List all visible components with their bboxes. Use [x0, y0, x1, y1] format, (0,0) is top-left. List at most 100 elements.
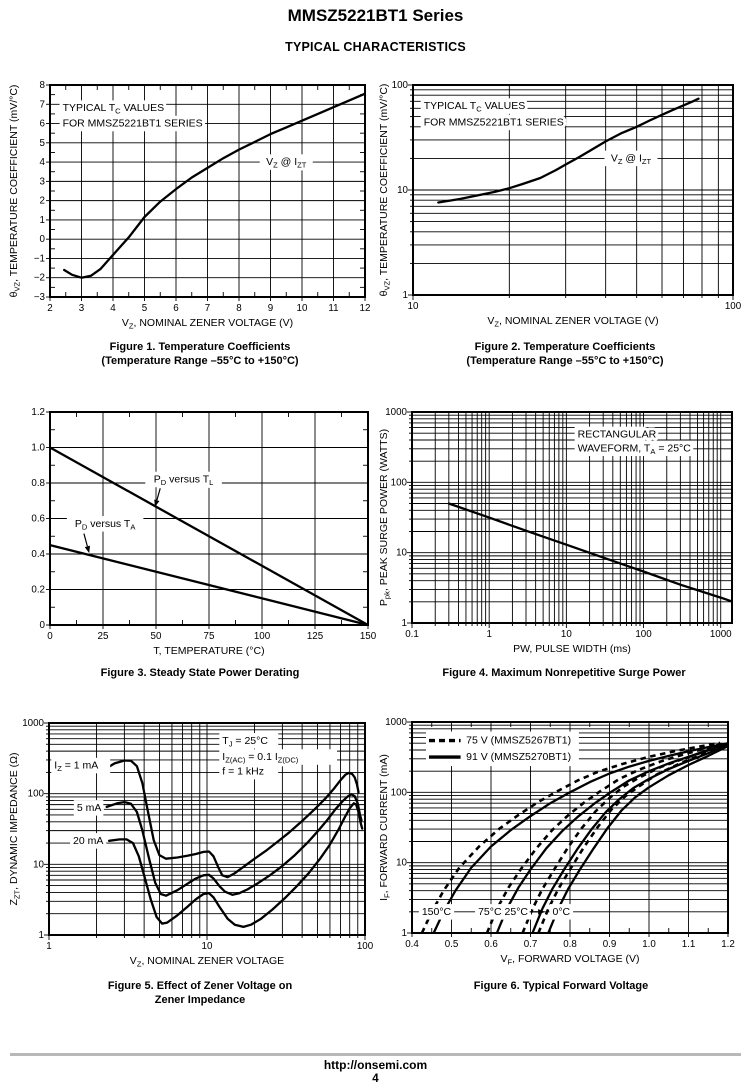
figure-1-chart: 2 3 4 5 6 7 8 9 10 11 12 −3 −2 −1 0 1 2 3 4 5 6 7 8 VZ, NOMINAL… [8, 74, 386, 336]
svg-text:0.9: 0.9 [603, 939, 617, 950]
svg-text:1000: 1000 [385, 407, 407, 418]
svg-text:20 mA: 20 mA [73, 835, 103, 847]
svg-text:100: 100 [28, 788, 45, 799]
figure-2-chart: 10 100 1 10 100 VZ, NOMINAL ZENER VOLTAGE (V)… [378, 74, 751, 336]
svg-text:7: 7 [40, 99, 45, 110]
svg-text:10: 10 [396, 857, 407, 868]
svg-text:7: 7 [205, 303, 210, 314]
svg-text:25: 25 [98, 631, 109, 642]
svg-text:IZ(AC) = 0.1 IZ(DC): IZ(AC) = 0.1 IZ(DC) [222, 751, 298, 764]
svg-text:0.6: 0.6 [31, 513, 45, 524]
svg-text:10: 10 [33, 859, 44, 870]
svg-text:IZ = 1 mA: IZ = 1 mA [54, 760, 98, 773]
figure-6-caption-line1: Figure 6. Typical Forward Voltage [473, 980, 649, 992]
svg-text:75: 75 [204, 631, 215, 642]
svg-text:VZ @ IZT: VZ @ IZT [266, 156, 307, 169]
svg-text:3: 3 [79, 303, 85, 314]
svg-text:100: 100 [254, 631, 271, 642]
footer-url: http://onsemi.com [323, 1058, 428, 1072]
figure-4-caption-line1: Figure 4. Maximum Nonrepetitive Surge Po… [442, 667, 686, 679]
svg-text:VZ, NOMINAL ZENER VOLTAGE (V): VZ, NOMINAL ZENER VOLTAGE (V) [487, 315, 658, 329]
svg-text:1000: 1000 [710, 629, 732, 640]
fig3-plot: 0 25 50 75 100 125 150 0 0.2 0.4 0.6 0.8 1.0 1.2 T, TE… [31, 407, 377, 658]
svg-text:PD versus TA: PD versus TA [75, 518, 136, 531]
svg-text:1000: 1000 [385, 717, 407, 728]
figure-5-caption-line2: Zener Impedance [154, 994, 246, 1006]
svg-text:−1: −1 [34, 253, 45, 264]
svg-text:1: 1 [39, 930, 44, 941]
svg-text:θVZ, TEMPERATURE COEFFICIENT (: θVZ, TEMPERATURE COEFFICIENT (mV/°C) [378, 84, 392, 297]
svg-text:1: 1 [402, 928, 407, 939]
svg-text:PW, PULSE WIDTH (ms): PW, PULSE WIDTH (ms) [513, 643, 631, 655]
svg-text:VZ @ IZT: VZ @ IZT [611, 152, 652, 165]
svg-text:f = 1 kHz: f = 1 kHz [222, 766, 264, 778]
svg-text:1.2: 1.2 [31, 407, 45, 418]
figure-1-caption-line2: (Temperature Range –55°C to +150°C) [101, 355, 299, 367]
svg-text:TJ = 25°C: TJ = 25°C [222, 735, 268, 748]
page-title: MMSZ5221BT1 Series [287, 6, 464, 25]
figure-3-caption-line1: Figure 3. Steady State Power Derating [100, 667, 300, 679]
svg-text:0.8: 0.8 [31, 478, 45, 489]
svg-text:WAVEFORM, TA = 25°C: WAVEFORM, TA = 25°C [578, 442, 692, 455]
svg-text:4: 4 [110, 303, 116, 314]
svg-text:VZ, NOMINAL ZENER VOLTAGE: VZ, NOMINAL ZENER VOLTAGE [130, 955, 284, 969]
svg-text:0.2: 0.2 [31, 584, 45, 595]
svg-text:FOR MMSZ5221BT1 SERIES: FOR MMSZ5221BT1 SERIES [424, 116, 564, 128]
svg-text:4: 4 [40, 157, 46, 168]
svg-text:11: 11 [328, 303, 338, 314]
svg-text:5: 5 [142, 303, 148, 314]
svg-text:θVZ, TEMPERATURE COEFFICIENT (: θVZ, TEMPERATURE COEFFICIENT (mV/°C) [8, 85, 22, 298]
svg-text:75°C: 75°C [478, 906, 502, 918]
svg-text:100: 100 [357, 941, 374, 952]
figure-4-chart: 0.1 1 10 100 1000 1 10 100 1000 PW, PULSE WIDTH (… [378, 400, 751, 664]
svg-text:0: 0 [40, 620, 46, 631]
svg-text:f = 1 kHz: f = 1 kHz [222, 766, 264, 778]
svg-text:VZ @ IZT: VZ @ IZT [266, 156, 307, 169]
svg-text:RECTANGULAR: RECTANGULAR [578, 428, 657, 440]
svg-text:1: 1 [40, 214, 45, 225]
svg-text:RECTANGULAR: RECTANGULAR [578, 428, 657, 440]
svg-text:TYPICAL TC VALUES: TYPICAL TC VALUES [63, 102, 165, 115]
svg-text:0.7: 0.7 [524, 939, 538, 950]
figure-3-caption: Figure 3. Steady State Power Derating [14, 666, 386, 680]
svg-text:0°C: 0°C [552, 906, 570, 918]
svg-text:8: 8 [236, 303, 242, 314]
svg-text:10: 10 [202, 941, 213, 952]
figure-2-caption: Figure 2. Temperature Coefficients (Temp… [382, 340, 748, 368]
svg-text:150: 150 [360, 631, 377, 642]
svg-text:6: 6 [40, 118, 46, 129]
svg-text:1.0: 1.0 [31, 442, 45, 453]
fig6-plot: 0.4 0.5 0.6 0.7 0.8 0.9 1.0 1.1 1.2 1 10 100 1000 VF,… [378, 717, 735, 967]
footer-divider [10, 1053, 741, 1056]
svg-text:10: 10 [396, 547, 407, 558]
svg-text:FOR MMSZ5221BT1 SERIES: FOR MMSZ5221BT1 SERIES [63, 118, 203, 130]
svg-text:6: 6 [173, 303, 179, 314]
svg-text:10: 10 [397, 185, 408, 196]
page-number: 4 [372, 1073, 379, 1085]
svg-text:PD versus TL: PD versus TL [154, 473, 214, 486]
svg-text:PD versus TL: PD versus TL [154, 473, 214, 486]
svg-text:25°C: 25°C [505, 906, 529, 918]
svg-text:5: 5 [40, 137, 46, 148]
svg-text:ZZT, DYNAMIC IMPEDANCE (Ω): ZZT, DYNAMIC IMPEDANCE (Ω) [8, 752, 22, 905]
figure-5-caption: Figure 5. Effect of Zener Voltage on Zen… [14, 979, 386, 1007]
svg-text:WAVEFORM, TA = 25°C: WAVEFORM, TA = 25°C [578, 442, 692, 455]
svg-text:VZ, NOMINAL ZENER VOLTAGE (V): VZ, NOMINAL ZENER VOLTAGE (V) [122, 317, 293, 331]
svg-text:FOR MMSZ5221BT1 SERIES: FOR MMSZ5221BT1 SERIES [424, 116, 564, 128]
svg-text:−3: −3 [34, 292, 46, 303]
svg-text:TYPICAL TC VALUES: TYPICAL TC VALUES [424, 100, 526, 113]
figure-6-caption: Figure 6. Typical Forward Voltage [378, 979, 744, 993]
figure-6-chart: 0.4 0.5 0.6 0.7 0.8 0.9 1.0 1.1 1.2 1 10 100 1000 VF,… [378, 710, 751, 978]
svg-text:2: 2 [47, 303, 52, 314]
svg-text:50: 50 [151, 631, 162, 642]
svg-text:12: 12 [360, 303, 371, 314]
svg-text:3: 3 [40, 176, 46, 187]
svg-text:0.6: 0.6 [484, 939, 498, 950]
svg-text:2: 2 [40, 195, 45, 206]
svg-text:91 V (MMSZ5270BT1): 91 V (MMSZ5270BT1) [466, 751, 571, 763]
svg-text:1: 1 [46, 941, 51, 952]
svg-text:20 mA: 20 mA [73, 835, 103, 847]
svg-text:10: 10 [408, 301, 419, 312]
